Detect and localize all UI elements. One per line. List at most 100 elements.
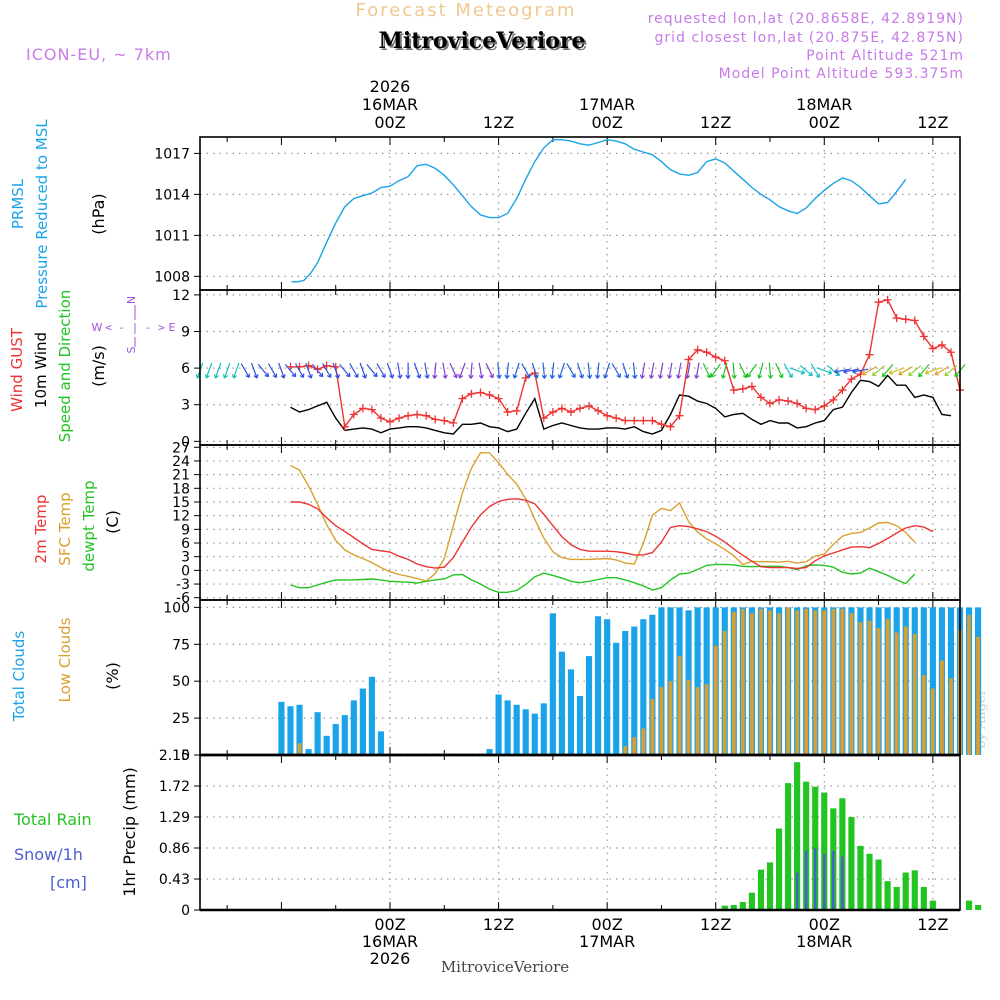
- wind-arrow: [918, 364, 930, 378]
- gust-marker: [386, 417, 394, 426]
- top-time-label: 2026: [370, 77, 411, 96]
- total-cloud-bar: [504, 700, 511, 755]
- cloud-panel: 0 25 50 75 100 Total Clouds Low Clouds (%): [10, 599, 982, 764]
- wind-arrow: [657, 362, 664, 379]
- wind-arrow: [622, 362, 630, 379]
- wind-arrow: [667, 362, 673, 379]
- gust-marker: [313, 365, 322, 374]
- total-cloud-bar: [622, 631, 629, 755]
- total-cloud-bar: [296, 704, 303, 755]
- wind-arrow: [376, 363, 386, 379]
- wind-speed-line: [290, 374, 952, 435]
- gust-marker: [865, 350, 874, 359]
- gust-marker: [476, 388, 485, 397]
- gust-marker: [675, 411, 684, 420]
- y-tick-label: 100: [163, 600, 190, 616]
- gust-marker: [811, 405, 820, 414]
- total-cloud-bar: [604, 619, 611, 755]
- wind-arrow: [541, 362, 547, 379]
- footer-station: MitroviceVeriore: [441, 958, 569, 976]
- total-cloud-bar: [323, 735, 330, 755]
- point-altitude: Point Altitude 521m: [806, 48, 964, 64]
- gust-marker: [729, 386, 738, 395]
- gust-marker: [458, 394, 467, 403]
- wind-arrow: [332, 362, 340, 379]
- wind-arrow: [576, 362, 585, 379]
- wind-arrow: [888, 367, 905, 375]
- gust-marker: [467, 389, 476, 398]
- top-time-label: 00Z: [374, 113, 405, 132]
- wind-arrow: [458, 362, 466, 379]
- wind-arrow: [611, 363, 621, 379]
- low-cloud-bar: [623, 746, 628, 755]
- low-cloud-bar: [876, 628, 881, 755]
- low-cloud-bar: [912, 633, 917, 755]
- total-cloud-bar: [314, 712, 321, 755]
- gust-marker: [648, 416, 657, 425]
- rain-bar: [775, 828, 783, 910]
- gust-marker: [747, 382, 756, 391]
- compass-e: E: [169, 321, 176, 334]
- wind-arrow: [204, 362, 213, 379]
- gust-marker: [548, 408, 557, 417]
- bottom-time-label: 12Z: [700, 915, 731, 934]
- total-cloud-bar: [640, 619, 647, 755]
- top-time-label: 00Z: [591, 113, 622, 132]
- gust-marker: [539, 414, 548, 423]
- gust-marker: [901, 315, 910, 324]
- pressure-line: [291, 138, 907, 283]
- gust-marker: [503, 408, 512, 417]
- compass-w: W: [92, 321, 103, 334]
- wind-arrow: [862, 366, 877, 376]
- wind-arrow: [898, 366, 913, 376]
- gust-marker: [557, 404, 566, 413]
- gust-marker: [910, 316, 919, 325]
- wind-gust-line: [290, 298, 961, 429]
- dewpoint-line: [290, 563, 916, 593]
- y-tick-label: 18: [172, 481, 190, 497]
- rain-label: Total Rain: [13, 810, 92, 829]
- top-time-label: 12Z: [483, 113, 514, 132]
- pressure-label-2: Pressure Reduced to MSL: [33, 119, 51, 309]
- wind-arrow: [397, 362, 403, 379]
- panels: 1008 1011 1014 1017 PRMSL Pressure Reduced to…: [8, 119, 982, 919]
- dewpt-label: dewpt Temp: [80, 480, 98, 571]
- top-time-label: 00Z: [809, 113, 840, 132]
- bottom-time-label: 16MAR: [362, 932, 418, 951]
- total-cloud-bar: [567, 669, 575, 755]
- wind-arrow: [339, 364, 351, 378]
- rain-bar: [884, 881, 891, 910]
- gust-marker: [485, 390, 494, 399]
- wind-arrow: [424, 362, 430, 379]
- gust-marker: [304, 361, 313, 370]
- wind-arrow: [478, 362, 484, 379]
- low-cloud-bar: [949, 678, 953, 755]
- top-time-label: 16MAR: [362, 95, 418, 114]
- wind-arrow: [908, 364, 922, 377]
- rain-bar: [902, 872, 909, 910]
- compass-s: S: [125, 346, 138, 353]
- y-tick-label: 0: [181, 748, 190, 764]
- total-cloud-bar: [576, 695, 584, 755]
- gust-marker: [784, 397, 793, 406]
- wind-arrow: [834, 368, 851, 375]
- wind-arrow: [586, 362, 593, 379]
- gust-marker: [838, 386, 847, 395]
- gust-marker: [820, 401, 829, 410]
- gust-marker: [793, 399, 802, 408]
- wind-arrow: [240, 363, 250, 379]
- rain-bar: [766, 862, 774, 910]
- gust-marker: [693, 345, 702, 354]
- gust-marker: [358, 404, 367, 413]
- wind-arrow: [843, 368, 860, 375]
- gust-marker: [603, 411, 612, 420]
- wind-arrow: [694, 362, 700, 379]
- low-cloud-bar: [750, 613, 754, 755]
- low-cloud-bar: [867, 620, 872, 755]
- low-cloud-bar: [822, 610, 827, 755]
- speed-dir-label: Speed and Direction: [56, 290, 74, 443]
- y-tick-label: 6: [181, 536, 190, 552]
- wind-arrow: [531, 362, 539, 379]
- y-tick-label: 6: [181, 361, 190, 377]
